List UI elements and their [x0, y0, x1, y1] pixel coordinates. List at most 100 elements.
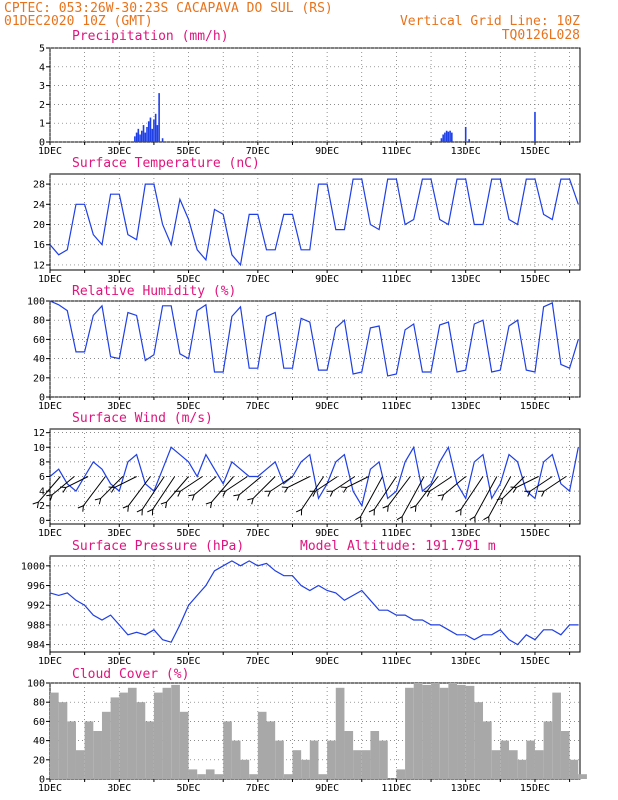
cloud-bar: [439, 687, 449, 779]
x-tick-label: 7DEC: [246, 783, 270, 794]
precip-bar: [154, 113, 157, 142]
wind-arrow: [219, 476, 248, 497]
x-tick-label: 13DEC: [451, 656, 481, 667]
wind-arrow: [309, 476, 338, 497]
wind-arrow: [396, 476, 425, 523]
precip-bar: [146, 126, 148, 142]
cloud-bar: [526, 740, 535, 779]
y-tick-label: 20: [33, 755, 45, 766]
model-altitude-label: Model Altitude: 191.791 m: [300, 539, 496, 554]
humidity-panel: Relative Humidity (%) 0 20 40 60 80 100 1DEC 3D…: [27, 284, 581, 412]
cloud-bar: [292, 750, 302, 779]
y-tick-label: 2: [39, 501, 45, 512]
cloud-bar: [67, 721, 76, 779]
cloud-bar: [84, 721, 94, 779]
y-tick-label: 80: [33, 698, 45, 709]
y-tick-label: 12: [33, 260, 45, 271]
precip-bar: [149, 117, 152, 142]
precip-bar: [468, 139, 470, 142]
wind-arrow: [382, 476, 411, 512]
cloud-bar: [257, 711, 267, 779]
x-tick-label: 9DEC: [315, 528, 339, 539]
wind-arrow: [174, 476, 203, 497]
cloud-bar: [171, 684, 180, 779]
y-tick-label: 1: [39, 119, 45, 130]
wind-arrow: [46, 476, 75, 501]
header-code: TQ0126L028: [502, 28, 580, 43]
x-tick-label: 5DEC: [177, 528, 201, 539]
wind-arrow: [295, 476, 325, 516]
cloud-bar: [500, 740, 509, 779]
y-tick-label: 0: [39, 775, 45, 786]
y-tick-label: 40: [33, 354, 45, 365]
cloud-bar: [188, 769, 198, 779]
y-tick-label: 80: [33, 316, 45, 327]
precip-bar: [139, 134, 141, 142]
y-tick-label: 3: [39, 81, 45, 92]
x-tick-label: 7DEC: [246, 274, 270, 285]
x-tick-label: 15DEC: [520, 401, 550, 412]
cloud-bar: [283, 774, 293, 779]
wind-arrow: [281, 476, 311, 493]
precip-bar: [445, 130, 448, 142]
cloud-bar: [534, 750, 544, 779]
x-tick-label: 15DEC: [520, 274, 550, 285]
x-tick-label: 15DEC: [520, 783, 550, 794]
precipitation-panel: Precipitation (mm/h) 0 1 2 3 4 5 1DEC 3DEC 5DEC 7…: [38, 29, 581, 157]
x-tick-label: 13DEC: [451, 401, 481, 412]
y-tick-label: 16: [33, 240, 45, 251]
precip-bar: [153, 119, 155, 142]
x-tick-label: 5DEC: [177, 783, 201, 794]
x-tick-label: 3DEC: [107, 656, 131, 667]
x-tick-label: 13DEC: [451, 274, 481, 285]
x-tick-label: 9DEC: [315, 783, 339, 794]
wind-arrow: [524, 476, 553, 497]
cloud-bar: [231, 740, 241, 779]
wind-arrow: [60, 476, 89, 493]
precip-bar: [440, 138, 443, 142]
x-tick-label: 11DEC: [381, 146, 411, 157]
precip-bar: [156, 125, 159, 142]
wind-arrow: [136, 476, 165, 516]
wind-arrow: [437, 476, 467, 501]
cloud-bar: [379, 740, 388, 779]
x-tick-label: 13DEC: [451, 146, 481, 157]
cloud-bar: [396, 769, 406, 779]
cloud-bar: [110, 697, 120, 779]
cloud-bar: [344, 731, 354, 779]
cloud-bar: [353, 750, 362, 779]
wind-arrow: [264, 476, 293, 497]
header-run-time: 01DEC2020 10Z (GMT): [4, 14, 153, 29]
wind-arrow: [340, 476, 369, 493]
cloud-bar: [517, 759, 527, 779]
panel-title: Surface Pressure (hPa): [72, 539, 244, 554]
cloud-cover-panel: Cloud Cover (%) 0 20 40 60 80 100 1DEC 3DEC 5DEC…: [27, 667, 587, 794]
wind-arrow: [108, 476, 137, 493]
x-tick-label: 11DEC: [381, 528, 411, 539]
wind-arrow: [32, 476, 61, 509]
cloud-bar: [119, 692, 128, 779]
cloud-bar: [275, 740, 284, 779]
y-tick-label: 20: [33, 373, 45, 384]
y-tick-label: 60: [33, 717, 45, 728]
precip-bar: [137, 128, 140, 142]
cloud-bar: [240, 759, 250, 779]
header-grid-note: Vertical Grid Line: 10Z: [400, 14, 580, 29]
x-tick-label: 11DEC: [381, 274, 411, 285]
x-tick-label: 11DEC: [381, 656, 411, 667]
x-tick-label: 9DEC: [315, 656, 339, 667]
y-tick-label: 6: [39, 472, 45, 483]
x-tick-label: 15DEC: [520, 146, 550, 157]
panel-title: Precipitation (mm/h): [72, 29, 229, 44]
y-tick-label: 2: [39, 100, 45, 111]
wind-arrow: [247, 476, 276, 505]
wind-arrow: [77, 476, 106, 512]
precip-bar: [449, 130, 451, 142]
precip-bar: [147, 121, 150, 142]
x-tick-label: 7DEC: [246, 528, 270, 539]
precip-bar: [161, 138, 164, 142]
cloud-bar: [249, 774, 258, 779]
x-tick-label: 1DEC: [38, 783, 62, 794]
x-tick-label: 15DEC: [520, 528, 550, 539]
wind-arrow: [455, 476, 484, 516]
